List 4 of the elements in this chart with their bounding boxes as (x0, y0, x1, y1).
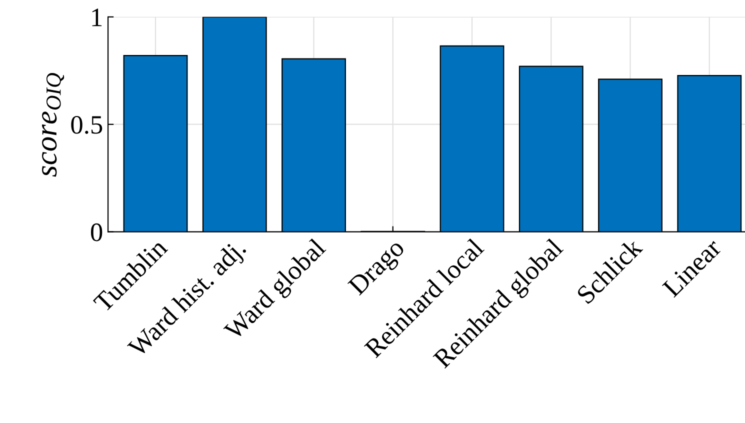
y-tick-label: 1 (92, 8, 102, 26)
y-tick-label: 0.5 (71, 116, 102, 134)
y-axis-title: score$_{OIQ}$ (42, 73, 64, 177)
y-tick-label: 0 (90, 223, 102, 242)
